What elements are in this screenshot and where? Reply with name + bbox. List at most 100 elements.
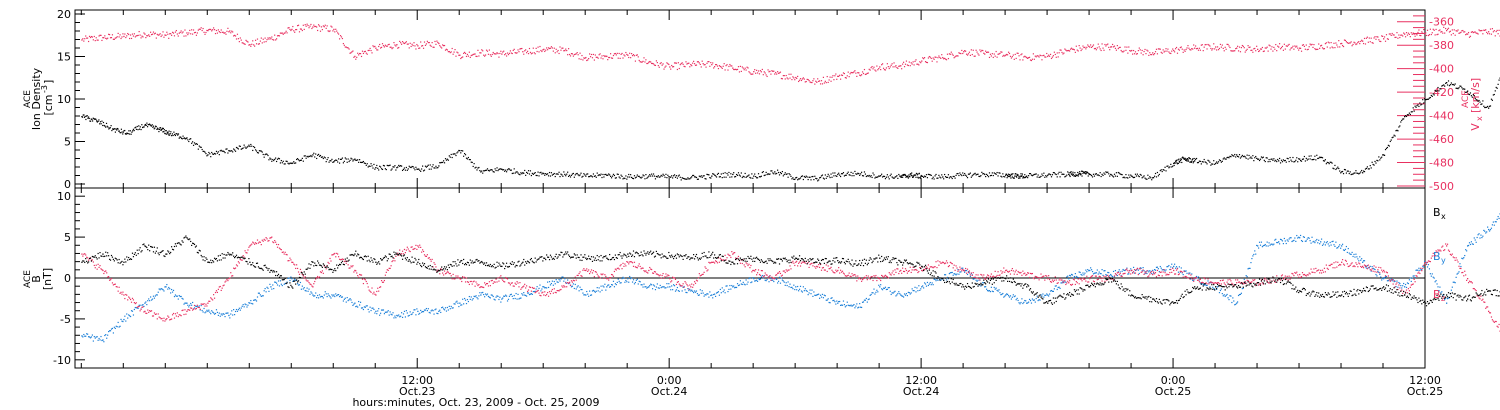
density-series-dot xyxy=(685,178,687,180)
vx-series-dot xyxy=(1252,51,1254,53)
density-series-dot xyxy=(1068,172,1070,174)
vx-series-dot xyxy=(761,68,763,71)
density-series-dot xyxy=(477,167,479,169)
density-series-dot xyxy=(526,172,529,174)
density-series-dot xyxy=(876,176,878,179)
vx-series-dot xyxy=(1479,30,1481,32)
density-series-dot xyxy=(1404,115,1407,117)
vx-series-dot xyxy=(363,51,365,53)
density-series-dot xyxy=(1485,106,1487,109)
density-series-dot xyxy=(1050,176,1053,178)
vx-series-dot xyxy=(510,52,512,54)
density-series-dot xyxy=(108,128,110,130)
vx-series-dot xyxy=(740,70,742,72)
vx-series-dot xyxy=(1360,40,1362,43)
density-series-point xyxy=(522,172,524,174)
density-series-dot xyxy=(297,159,300,161)
vx-series-point xyxy=(102,36,104,39)
vx-series-dot xyxy=(949,53,951,55)
vx-series-dot xyxy=(907,64,909,67)
density-series-dot xyxy=(106,125,108,127)
vx-series-dot xyxy=(937,57,939,59)
vx-series-dot xyxy=(264,37,266,39)
vx-series-dot xyxy=(777,71,779,73)
density-series-dot xyxy=(609,175,612,177)
density-series-dot xyxy=(1117,171,1119,174)
density-series-dot xyxy=(1076,174,1078,176)
density-series-dot xyxy=(886,174,888,176)
vx-series-dot xyxy=(1102,47,1104,49)
density-series-dot xyxy=(146,126,149,128)
vx-series-dot xyxy=(1135,53,1138,55)
vx-series-dot xyxy=(345,46,347,48)
vx-series-dot xyxy=(790,73,792,75)
density-series-dot xyxy=(1055,173,1057,176)
density-series-dot xyxy=(651,175,654,177)
density-series-dot xyxy=(1370,167,1372,169)
density-series-dot xyxy=(1205,161,1207,164)
vx-series-dot xyxy=(611,57,614,59)
density-series-dot xyxy=(218,154,220,156)
density-series-point xyxy=(1194,160,1196,162)
density-series-dot xyxy=(962,172,964,174)
vx-series-dot xyxy=(747,67,749,69)
density-series-dot xyxy=(1491,99,1494,101)
vx-series-dot xyxy=(1420,35,1422,37)
density-series-dot xyxy=(92,117,94,119)
vx-series-dot xyxy=(987,51,990,53)
vx-series-dot xyxy=(754,69,756,71)
density-series-dot xyxy=(1446,84,1449,86)
vx-series-dot xyxy=(1197,49,1200,51)
density-series-dot xyxy=(403,167,406,169)
vx-series-dot xyxy=(750,73,752,75)
density-series-dot xyxy=(160,129,162,131)
vx-series-dot xyxy=(758,73,761,75)
vx-series-dot xyxy=(788,73,790,75)
vx-series-dot xyxy=(1364,43,1367,45)
density-series-point xyxy=(1383,154,1385,156)
density-series-dot xyxy=(919,177,921,179)
vx-series-dot xyxy=(269,37,271,39)
density-series-dot xyxy=(1041,173,1043,175)
density-series-dot xyxy=(933,178,935,180)
density-series-dot xyxy=(1438,90,1440,92)
density-series-dot xyxy=(431,166,433,168)
density-series-point xyxy=(774,171,776,173)
density-series-dot xyxy=(469,159,471,161)
density-series-dot xyxy=(1124,177,1126,179)
density-series-dot xyxy=(162,131,164,133)
vx-series-dot xyxy=(677,62,679,64)
vx-series-dot xyxy=(241,42,243,44)
vx-series-dot xyxy=(541,50,543,53)
vx-series-dot xyxy=(357,52,359,54)
density-series-dot xyxy=(977,173,979,175)
density-series-dot xyxy=(1072,171,1074,173)
density-series-dot xyxy=(649,174,651,176)
density-series-dot xyxy=(761,171,763,174)
density-series-dot xyxy=(923,175,926,177)
density-series-dot xyxy=(1219,159,1222,162)
vx-series-dot xyxy=(763,71,765,73)
density-series-dot xyxy=(185,137,187,140)
density-series-dot xyxy=(305,157,307,159)
y-tick-label-left-bottom: 0 xyxy=(64,272,71,285)
density-series-dot xyxy=(137,129,139,131)
vx-series-dot xyxy=(247,41,249,43)
vx-series-dot xyxy=(1269,45,1271,47)
density-series-dot xyxy=(327,157,329,159)
density-series-dot xyxy=(1212,163,1214,165)
density-series-dot xyxy=(1056,176,1058,178)
vx-series-dot xyxy=(1336,44,1338,46)
vx-series-dot xyxy=(446,49,449,51)
vx-series-dot xyxy=(380,46,383,48)
density-series-dot xyxy=(1305,157,1307,159)
density-series-dot xyxy=(154,125,157,127)
density-series-dot xyxy=(116,127,118,130)
density-series-dot xyxy=(220,149,222,151)
vx-series-dot xyxy=(303,28,305,31)
vx-series-dot xyxy=(547,49,549,51)
density-series-dot xyxy=(1189,158,1191,160)
vx-series-dot xyxy=(344,46,346,48)
density-series-dot xyxy=(1006,177,1008,179)
vx-series-dot xyxy=(1049,53,1052,55)
